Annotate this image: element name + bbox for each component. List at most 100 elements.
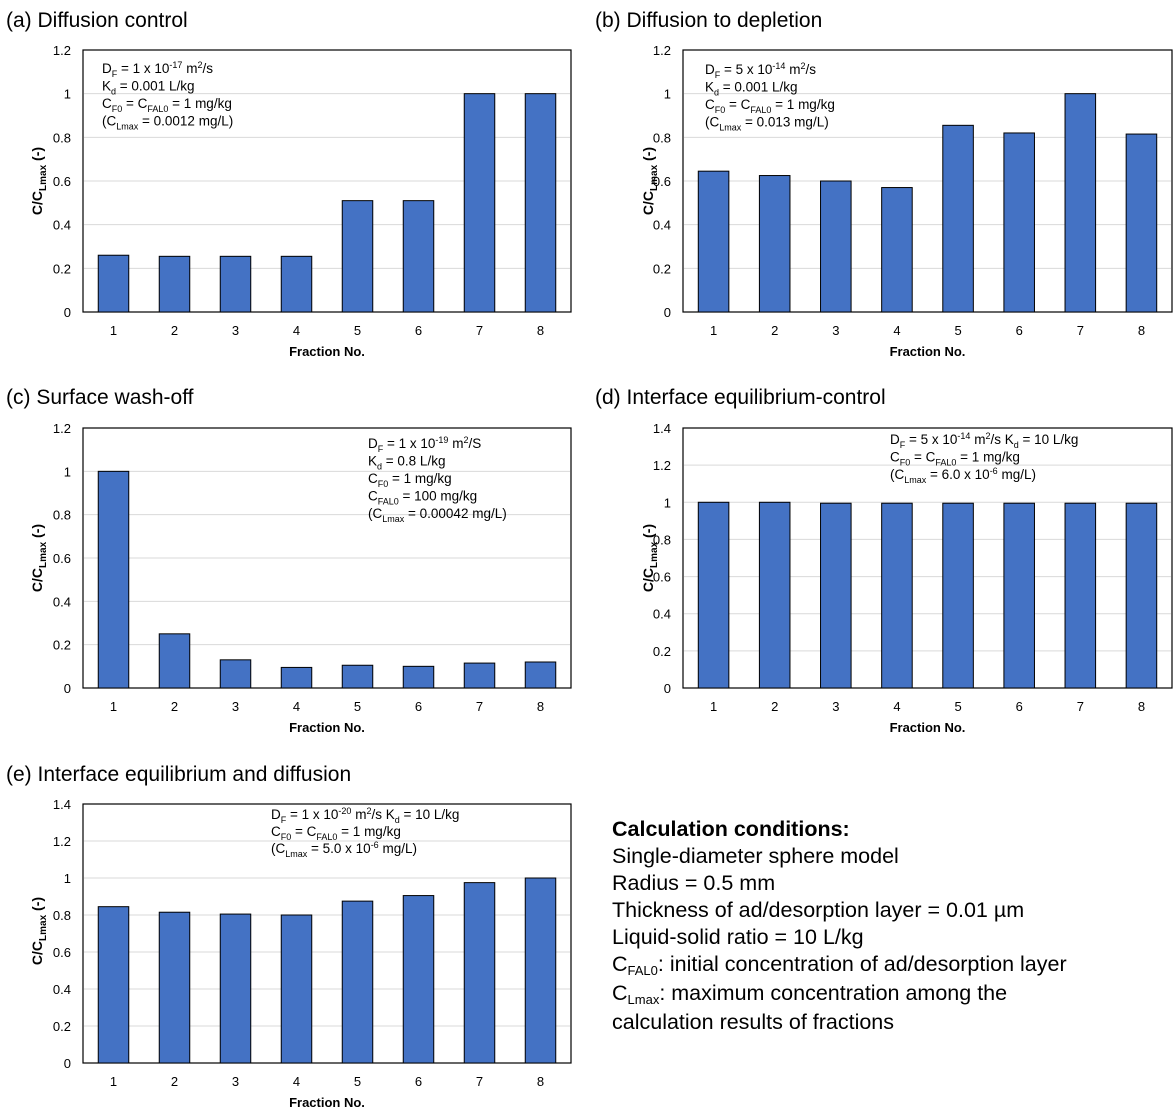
chart-panel-e: (e) Interface equilibrium and diffusion 0… [6, 763, 572, 1110]
y-tick-label: 0.2 [653, 644, 671, 659]
x-tick-label: 2 [171, 1074, 178, 1089]
x-axis-label: Fraction No. [289, 720, 365, 735]
bar [97, 470, 130, 689]
chart-panel-a: (a) Diffusion control 0 0.2 0.4 0.6 0.8 1 1.2 1 2… [6, 9, 572, 359]
bar [158, 255, 191, 313]
bar [1064, 502, 1097, 689]
y-tick-label: 1 [664, 495, 671, 510]
y-tick-label: 1 [64, 87, 71, 102]
y-tick-label: 0.2 [53, 261, 71, 276]
bar [341, 200, 374, 313]
bar [341, 900, 374, 1064]
y-tick-label: 0.6 [53, 551, 71, 566]
annotation-line: (CLmax = 0.013 mg/L) [705, 115, 829, 133]
y-tick-label: 0.8 [53, 508, 71, 523]
annotation-line: CF0 = CFAL0 = 1 mg/kg [271, 824, 401, 842]
x-tick-label: 1 [710, 699, 717, 714]
annotation-line: DF = 5 x 10-14 m2/s [705, 61, 816, 80]
x-tick-label: 4 [293, 323, 300, 338]
x-tick-label: 7 [1077, 323, 1084, 338]
bar [881, 187, 913, 313]
chart-panel-c: (c) Surface wash-off 0 0.2 0.4 0.6 0.8 1 1.2 1 2 3… [6, 386, 572, 735]
chart-title: (c) Surface wash-off [6, 386, 194, 409]
y-tick-label: 0.6 [653, 570, 671, 585]
x-tick-label: 6 [415, 699, 422, 714]
bar [97, 254, 130, 313]
bar [1003, 132, 1035, 313]
chart-panel-d: (d) Interface equilibrium-control 0 0.2 0.4… [595, 386, 1173, 735]
chart-title: (e) Interface equilibrium and diffusion [6, 763, 351, 786]
x-tick-label: 2 [171, 699, 178, 714]
annotation-line: (CLmax = 5.0 x 10-6 mg/L) [271, 840, 417, 859]
x-tick-label: 5 [354, 1074, 361, 1089]
y-tick-label: 0.6 [653, 174, 671, 189]
x-tick-label: 3 [232, 1074, 239, 1089]
bar [524, 661, 557, 689]
x-tick-label: 8 [1138, 323, 1145, 338]
x-tick-label: 8 [537, 1074, 544, 1089]
y-tick-label: 0.2 [653, 261, 671, 276]
y-tick-label: 1.2 [653, 43, 671, 58]
y-tick-label: 0 [664, 305, 671, 320]
bar [402, 895, 435, 1064]
bar [280, 255, 313, 313]
annotation-line: CF0 = CFAL0 = 1 mg/kg [705, 97, 835, 115]
y-tick-label: 1.2 [53, 421, 71, 436]
x-tick-label: 8 [537, 323, 544, 338]
x-tick-label: 6 [415, 1074, 422, 1089]
bar [219, 913, 252, 1064]
bar [942, 502, 974, 689]
y-tick-label: 0.8 [53, 130, 71, 145]
annotation-line: DF = 1 x 10-20 m2/s Kd = 10 L/kg [271, 806, 459, 825]
y-tick-label: 0.4 [653, 607, 671, 622]
cfal0-text: : initial concentration of ad/desorption… [657, 952, 1067, 976]
bar [463, 93, 496, 313]
annotation-line: Kd = 0.001 L/kg [102, 79, 194, 97]
annotation-line: (CLmax = 0.0012 mg/L) [102, 114, 233, 132]
x-tick-label: 1 [110, 699, 117, 714]
bar [820, 180, 852, 313]
bar [697, 501, 730, 689]
annotation-line: CF0 = 1 mg/kg [368, 471, 452, 489]
x-tick-label: 3 [832, 699, 839, 714]
y-tick-label: 1 [664, 87, 671, 102]
x-tick-label: 6 [1016, 699, 1023, 714]
y-tick-label: 0 [64, 681, 71, 696]
bar [402, 200, 435, 313]
chart-title: (b) Diffusion to depletion [595, 9, 822, 32]
bar [463, 662, 496, 689]
x-axis-label: Fraction No. [890, 344, 966, 359]
x-tick-label: 6 [1016, 323, 1023, 338]
annotation-line: (CLmax = 6.0 x 10-6 mg/L) [890, 466, 1036, 485]
annotation-line: (CLmax = 0.00042 mg/L) [368, 506, 507, 524]
bar [1064, 93, 1097, 313]
bar [697, 170, 730, 313]
x-tick-label: 3 [232, 323, 239, 338]
y-tick-label: 0.2 [53, 1019, 71, 1034]
x-tick-label: 1 [710, 323, 717, 338]
y-tick-label: 0.6 [53, 945, 71, 960]
x-tick-label: 5 [354, 323, 361, 338]
y-tick-label: 0.8 [653, 130, 671, 145]
x-tick-label: 4 [293, 1074, 300, 1089]
y-axis-label: C/CLmax (-) [640, 147, 660, 215]
condition-line: Radius = 0.5 mm [612, 871, 776, 895]
y-axis-label: C/CLmax (-) [640, 524, 660, 592]
y-tick-label: 0.4 [53, 594, 71, 609]
condition-line: Thickness of ad/desorption layer = 0.01 … [612, 898, 1025, 922]
bar [942, 124, 974, 313]
x-tick-label: 1 [110, 1074, 117, 1089]
clmax-subscript: Lmax [627, 992, 660, 1007]
y-tick-label: 1 [64, 871, 71, 886]
condition-clmax: CLmax: maximum concentration among the [612, 981, 1008, 1007]
y-axis-label: C/CLmax (-) [29, 897, 49, 965]
condition-line: Liquid-solid ratio = 10 L/kg [612, 925, 864, 949]
bar [280, 666, 313, 689]
bar [219, 659, 252, 689]
x-tick-label: 2 [171, 323, 178, 338]
y-tick-label: 0.4 [53, 982, 71, 997]
annotation-line: CF0 = CFAL0 = 1 mg/kg [890, 450, 1020, 468]
annotation-line: DF = 5 x 10-14 m2/s Kd = 10 L/kg [890, 431, 1078, 450]
y-tick-label: 1.4 [653, 421, 671, 436]
x-tick-label: 7 [476, 323, 483, 338]
